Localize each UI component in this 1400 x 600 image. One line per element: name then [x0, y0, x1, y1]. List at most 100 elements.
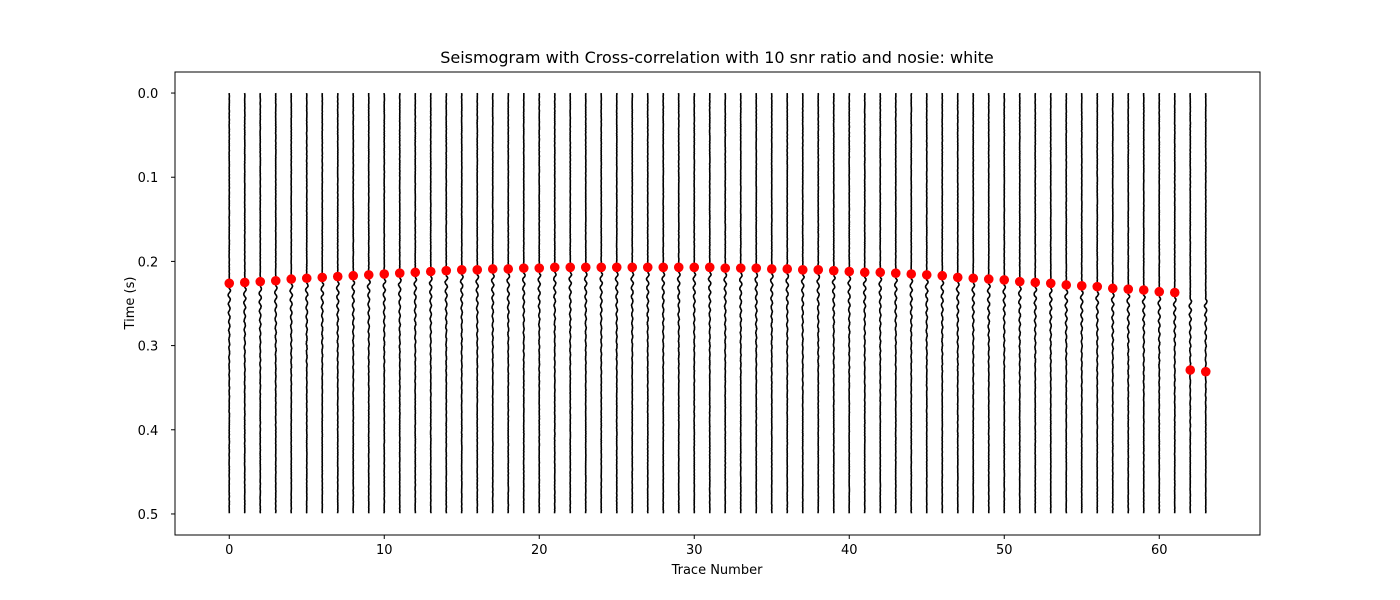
pick-point: [441, 265, 452, 276]
seismic-trace: [1048, 92, 1053, 514]
x-tick-label: 20: [531, 543, 548, 558]
seismic-trace: [366, 93, 372, 514]
seismic-trace: [661, 92, 666, 514]
plot-frame: [174, 71, 1261, 536]
pick-point: [1185, 365, 1196, 375]
y-tick-label: 0.5: [138, 508, 159, 523]
seismic-trace: [1172, 92, 1177, 514]
pick-point: [611, 262, 622, 273]
seismic-trace: [1017, 92, 1022, 514]
seismic-trace: [862, 93, 867, 514]
pick-point: [766, 264, 777, 274]
seismic-trace: [568, 92, 573, 514]
pick-point: [565, 262, 576, 273]
pick-point: [627, 262, 638, 273]
pick-point: [704, 262, 715, 273]
pick-point: [642, 262, 653, 273]
pick-point: [503, 264, 514, 274]
seismic-trace: [1141, 93, 1147, 514]
seismic-trace: [1203, 93, 1208, 514]
seismic-trace: [320, 92, 325, 514]
pick-point: [549, 262, 560, 273]
x-tick-label: 60: [1151, 543, 1168, 558]
pick-point: [239, 277, 250, 288]
seismic-trace: [878, 92, 883, 514]
x-axis-label: Trace Number: [671, 563, 763, 578]
seismic-trace: [785, 93, 790, 514]
pick-point: [720, 263, 731, 273]
pick-point: [1030, 277, 1041, 288]
pick-point: [1107, 283, 1118, 294]
pick-point: [921, 270, 932, 280]
seismic-trace: [521, 93, 526, 514]
pick-point: [1045, 278, 1056, 289]
pick-point: [828, 265, 839, 276]
seismic-trace: [552, 92, 557, 514]
seismic-trace: [413, 92, 418, 514]
seismic-trace: [769, 92, 774, 514]
seismic-trace: [924, 93, 929, 514]
seismic-trace: [258, 92, 263, 514]
pick-point: [813, 265, 824, 275]
seismic-trace: [707, 93, 712, 514]
pick-point: [301, 273, 312, 284]
x-axis: 0 10 20 30 40 50 60: [225, 535, 1168, 558]
y-tick-label: 0.3: [138, 340, 159, 355]
pick-point: [596, 262, 607, 273]
seismic-trace: [614, 92, 619, 514]
y-tick-label: 0.0: [138, 87, 159, 102]
chart-title: Seismogram with Cross-correlation with 1…: [440, 48, 994, 67]
seismic-trace: [1002, 93, 1007, 514]
seismic-trace: [459, 93, 464, 514]
seismic-trace: [351, 92, 356, 514]
pick-point: [1169, 287, 1180, 298]
seismic-trace: [723, 92, 728, 514]
seismic-trace: [909, 93, 914, 514]
seismic-trace: [816, 92, 821, 514]
pick-point: [937, 270, 948, 281]
pick-point: [906, 269, 917, 279]
x-tick-label: 10: [376, 543, 393, 558]
pick-point: [890, 268, 901, 278]
x-tick-label: 30: [686, 543, 703, 558]
seismic-trace: [1064, 93, 1069, 514]
pick-point: [689, 262, 700, 273]
x-tick-label: 40: [841, 543, 858, 558]
pick-point: [317, 272, 328, 283]
seismic-trace: [893, 93, 898, 514]
pick-point: [751, 263, 762, 273]
seismic-trace: [583, 92, 588, 514]
seismic-trace: [940, 92, 945, 514]
seismic-trace: [1079, 92, 1084, 514]
seismic-trace: [847, 92, 852, 514]
seismic-trace: [273, 92, 278, 514]
seismic-trace: [692, 92, 697, 514]
pick-point: [859, 267, 870, 278]
seismic-trace: [475, 92, 480, 514]
pick-point: [1123, 284, 1134, 294]
y-tick-label: 0.2: [138, 255, 159, 270]
seismic-trace: [242, 92, 247, 514]
pick-point: [456, 265, 467, 275]
seismic-trace: [397, 92, 402, 514]
pick-point: [673, 262, 684, 273]
pick-point: [286, 274, 297, 284]
pick-point: [1014, 276, 1025, 287]
pick-point: [472, 265, 483, 275]
seismic-trace: [1157, 93, 1162, 514]
seismic-trace: [444, 93, 449, 514]
x-tick-label: 0: [225, 543, 233, 558]
seismic-trace: [304, 93, 309, 514]
pick-point: [394, 268, 405, 278]
pick-point: [1200, 366, 1211, 377]
pick-point: [1154, 286, 1165, 297]
seismic-trace: [1110, 92, 1115, 514]
seismic-trace: [537, 92, 542, 514]
pick-point: [487, 264, 498, 274]
pick-point: [1092, 281, 1103, 292]
seismic-trace: [1188, 93, 1193, 514]
pick-point: [782, 264, 793, 274]
seismic-trace: [428, 92, 433, 514]
pick-layer: [224, 262, 1211, 377]
